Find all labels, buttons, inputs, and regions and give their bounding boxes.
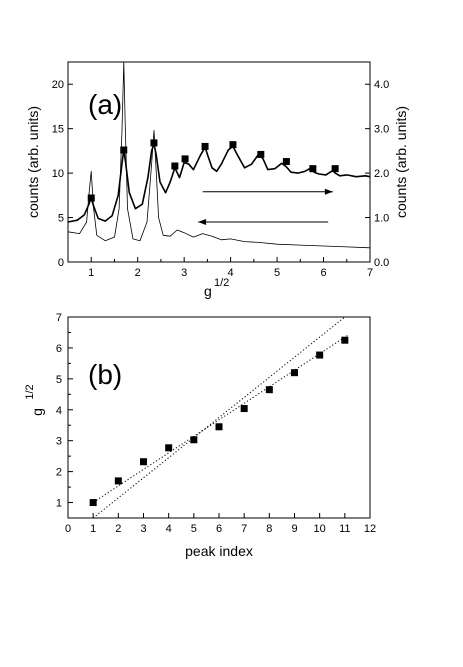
chart-a-peak-marker <box>181 155 189 163</box>
chart-b-x-tick-label: 10 <box>314 523 326 535</box>
chart-a-peak-marker <box>150 139 158 147</box>
chart-b-y-tick-label: 2 <box>56 467 62 479</box>
chart-a-peak-marker <box>309 165 317 173</box>
chart-b-panel-label: (b) <box>88 359 122 390</box>
chart-a-panel-label: (a) <box>88 89 122 120</box>
chart-a-x-tick-label: 1 <box>88 267 94 279</box>
chart-b-x-tick-label: 0 <box>65 523 71 535</box>
chart-b-fit-line-1 <box>90 335 348 505</box>
chart-b-point <box>89 499 97 507</box>
chart-a-y-tick-label-left: 20 <box>52 79 64 91</box>
chart-a-x-axis-label: g <box>204 283 212 299</box>
chart-a-frame <box>67 61 371 263</box>
chart-a-y-tick-label-right: 1.0 <box>374 213 389 225</box>
chart-a-y-tick-label-right: 0.0 <box>374 257 389 269</box>
chart-b-y-tick-label: 6 <box>56 343 62 355</box>
chart-a-y-tick-label-left: 10 <box>52 168 64 180</box>
chart-a-peak-marker <box>171 162 179 170</box>
chart-b-x-tick-label: 12 <box>364 523 376 535</box>
chart-a-peak-marker <box>282 158 290 166</box>
chart-b-y-axis-label: g <box>29 408 45 416</box>
chart-b-x-tick-label: 9 <box>291 523 297 535</box>
chart-a-peak-marker <box>87 194 95 202</box>
chart-a-series-thin <box>67 61 371 249</box>
chart-b-x-tick-label: 8 <box>266 523 272 535</box>
chart-b-y-axis-label-superscript: 1/2 <box>24 384 36 399</box>
chart-b-y-tick-label: 4 <box>56 405 62 417</box>
chart-a-series-thick <box>67 143 371 223</box>
chart-b-x-tick-label: 7 <box>241 523 247 535</box>
chart-b-x-tick-label: 4 <box>166 523 172 535</box>
chart-a-peak-marker <box>120 146 128 154</box>
chart-b-y-tick-label: 3 <box>56 436 62 448</box>
chart-b-x-axis-label: peak index <box>185 543 253 559</box>
chart-a-y-tick-label-right: 3.0 <box>374 124 389 136</box>
chart-b-x-tick-label: 11 <box>339 523 350 535</box>
chart-a-y-axis-label-left: counts (arb. units) <box>25 106 41 218</box>
chart-a-peak-marker <box>331 165 339 173</box>
chart-a-x-tick-label: 7 <box>367 267 373 279</box>
chart-a-peak-marker <box>201 142 209 150</box>
chart-b-x-tick-label: 2 <box>115 523 121 535</box>
chart-a-y-axis-label-right: counts (arb. units) <box>393 106 409 218</box>
chart-b-point <box>215 423 223 431</box>
chart-b-x-tick-label: 3 <box>140 523 146 535</box>
chart-a-x-tick-label: 3 <box>181 267 187 279</box>
chart-a-x-tick-label: 4 <box>228 267 234 279</box>
chart-b-x-tick-label: 5 <box>191 523 197 535</box>
chart-a-y-tick-label-right: 2.0 <box>374 168 389 180</box>
chart-b-point <box>265 386 273 394</box>
chart-a-y-tick-label-left: 15 <box>52 124 64 136</box>
chart-b-point <box>140 458 147 466</box>
chart-b-point <box>240 405 248 413</box>
chart-b-y-tick-label: 7 <box>56 312 62 324</box>
chart-a-y-tick-label-left: 5 <box>58 213 64 225</box>
chart-a-peak-marker <box>257 150 265 158</box>
chart-b-point <box>341 336 349 344</box>
chart-a-x-tick-label: 2 <box>135 267 141 279</box>
chart-b-fit-line-2 <box>92 316 346 519</box>
chart-b-y-tick-label: 1 <box>56 498 62 510</box>
chart-b-point <box>291 369 298 377</box>
chart-a-arrow-left <box>198 219 329 225</box>
chart-b-point <box>165 444 173 452</box>
chart-a-peak-marker <box>229 141 237 149</box>
chart-a: 1 2 3 4 5 6 7 0 5 10 15 20 0.0 1.0 2.0 3.0 4.0 (a) count… <box>25 61 409 299</box>
chart-b-point <box>190 436 198 444</box>
chart-b-x-tick-label: 6 <box>216 523 222 535</box>
chart-a-x-tick-label: 6 <box>320 267 326 279</box>
chart-b-x-tick-label: 1 <box>90 523 96 535</box>
chart-b-point <box>114 477 122 485</box>
chart-a-y-tick-label-left: 0 <box>58 257 64 269</box>
chart-b-y-tick-label: 5 <box>56 374 62 386</box>
chart-a-x-axis-label-superscript: 1/2 <box>214 277 229 289</box>
chart-b-point <box>316 351 324 359</box>
chart-a-x-tick-label: 5 <box>274 267 280 279</box>
chart-a-y-tick-label-right: 4.0 <box>374 79 389 91</box>
chart-a-arrow-right <box>202 188 333 195</box>
